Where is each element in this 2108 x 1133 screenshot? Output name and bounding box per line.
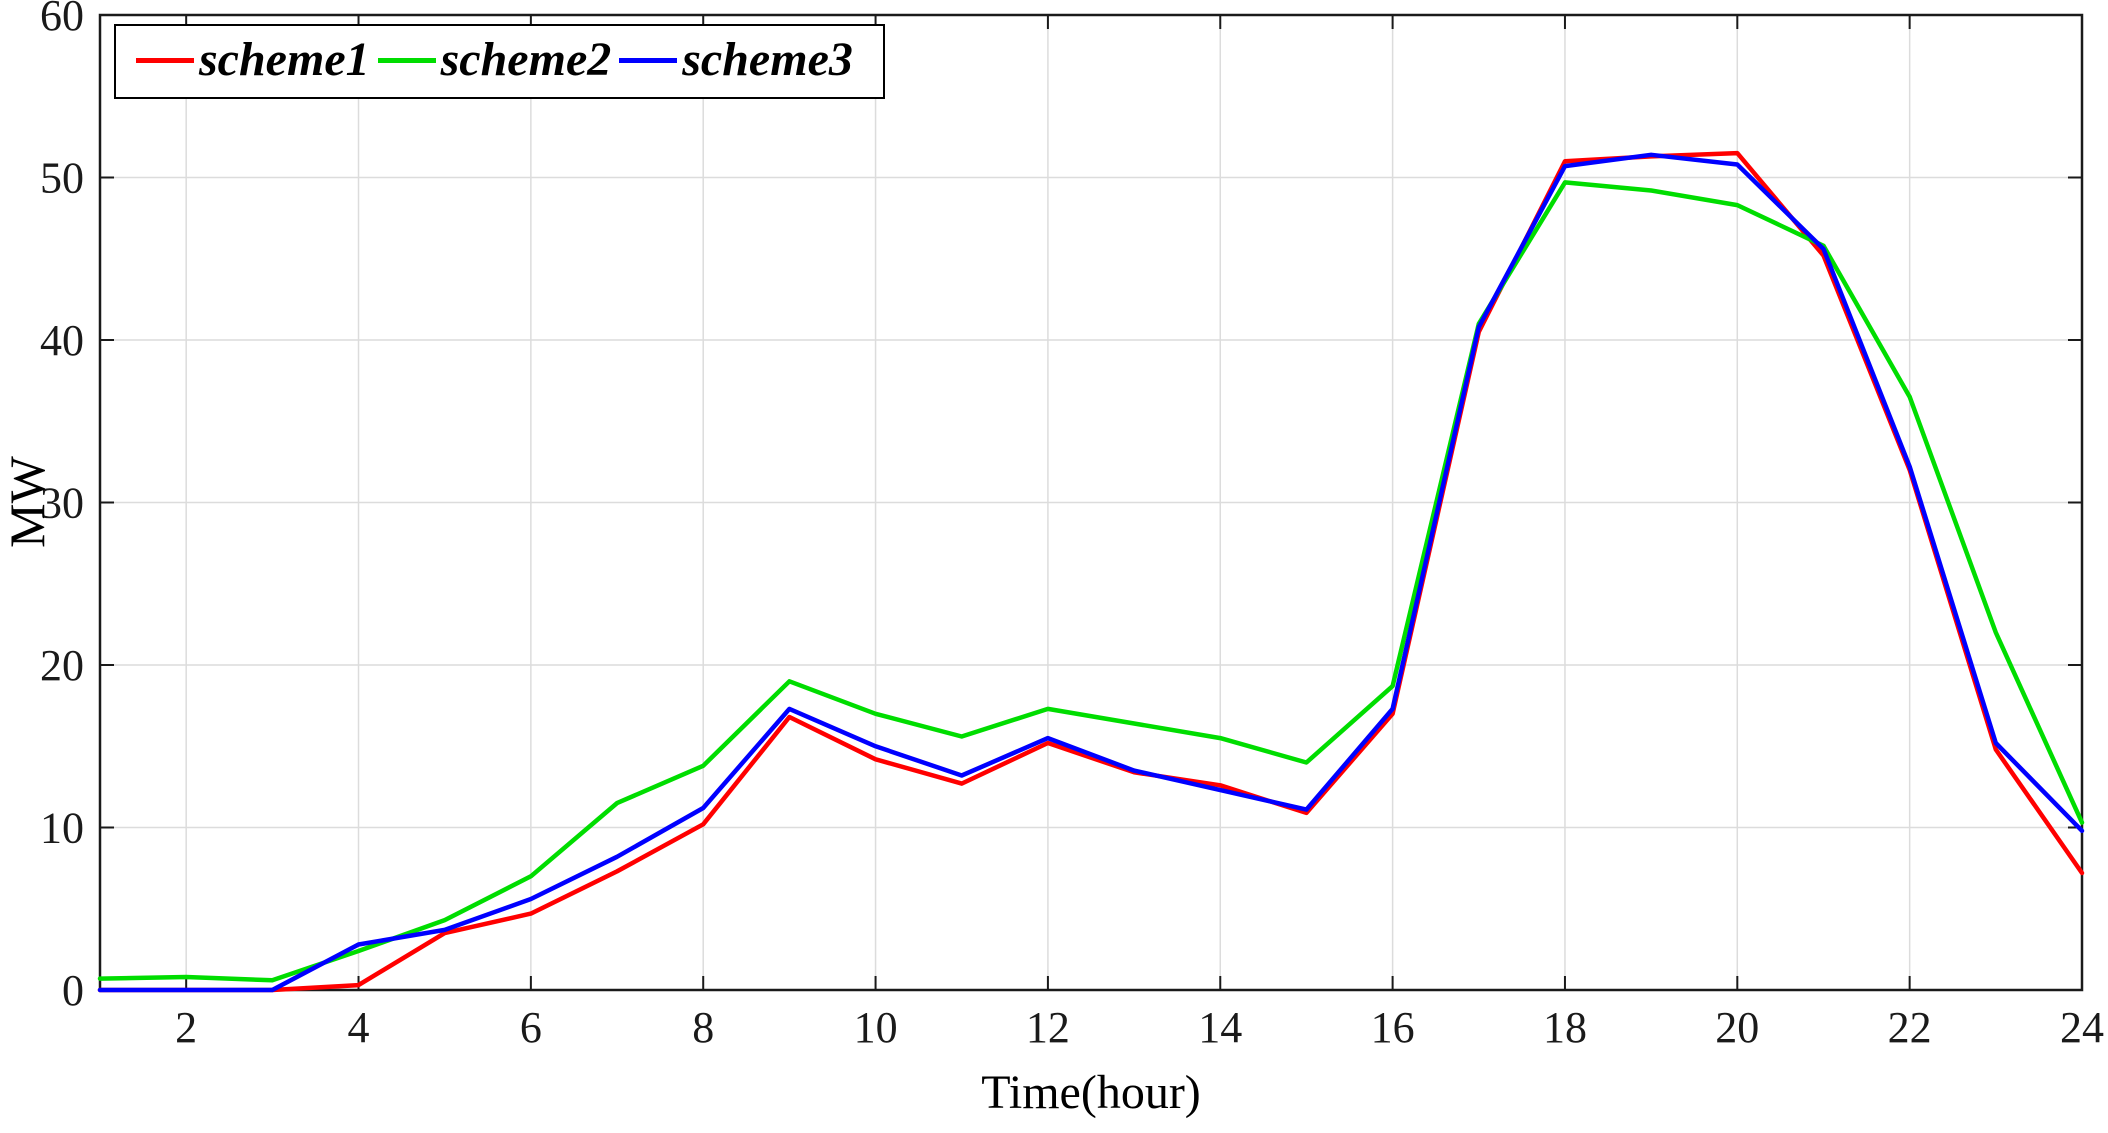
y-tick-label-20: 20 xyxy=(40,641,84,690)
y-tick-label-0: 0 xyxy=(62,966,84,1015)
y-tick-label-10: 10 xyxy=(40,804,84,853)
legend-entry-scheme2: scheme2 xyxy=(377,33,612,87)
y-tick-label-30: 30 xyxy=(40,479,84,528)
series-line-scheme3 xyxy=(97,152,2085,993)
x-tick-label-20: 20 xyxy=(1715,1003,1759,1052)
legend-label-scheme2: scheme2 xyxy=(440,33,612,86)
y-tick-label-40: 40 xyxy=(40,316,84,365)
legend-line-sample-scheme1 xyxy=(136,57,194,63)
y-tick-label-50: 50 xyxy=(40,154,84,203)
y-tick-label-60: 60 xyxy=(40,0,84,40)
legend-entry-scheme1: scheme1 xyxy=(136,33,370,87)
x-axis-title: Time(hour) xyxy=(981,1066,1201,1119)
x-tick-label-10: 10 xyxy=(854,1003,898,1052)
x-tick-label-22: 22 xyxy=(1888,1003,1932,1052)
legend-entry-scheme3: scheme3 xyxy=(619,33,853,87)
y-axis-title: MW xyxy=(0,455,55,547)
x-tick-label-2: 2 xyxy=(175,1003,197,1052)
x-tick-label-14: 14 xyxy=(1198,1003,1242,1052)
legend-label-scheme1: scheme1 xyxy=(199,33,370,86)
legend-line-sample-scheme3 xyxy=(619,57,678,63)
x-tick-label-18: 18 xyxy=(1543,1003,1587,1052)
legend: scheme1 scheme2 scheme3 xyxy=(114,24,885,99)
x-tick-label-24: 24 xyxy=(2060,1003,2104,1052)
x-tick-label-6: 6 xyxy=(520,1003,542,1052)
series-line-scheme1 xyxy=(97,150,2085,993)
x-tick-label-12: 12 xyxy=(1026,1003,1070,1052)
x-tick-label-8: 8 xyxy=(692,1003,714,1052)
legend-label-scheme3: scheme3 xyxy=(682,33,853,86)
x-tick-label-16: 16 xyxy=(1371,1003,1415,1052)
series-line-scheme2 xyxy=(97,180,2085,983)
legend-line-sample-scheme2 xyxy=(377,57,436,63)
x-tick-label-4: 4 xyxy=(348,1003,370,1052)
